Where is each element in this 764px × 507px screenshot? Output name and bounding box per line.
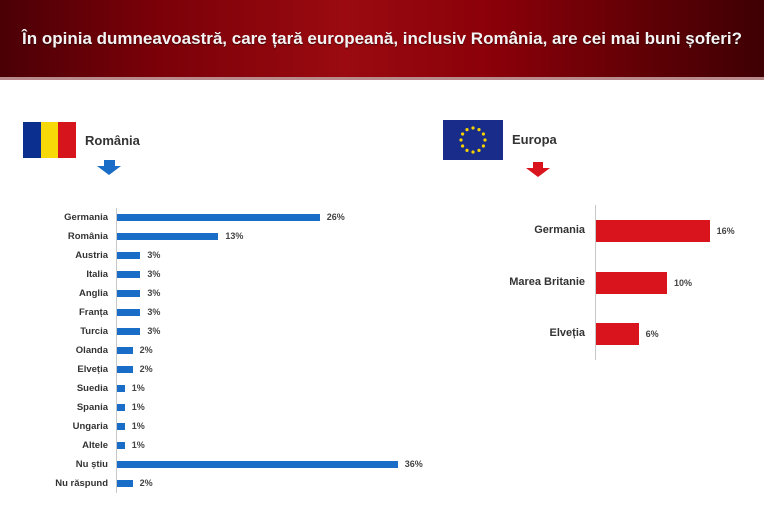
bar: [117, 366, 133, 373]
bar-label: Altele: [82, 439, 108, 451]
value-label: 3%: [147, 306, 161, 317]
value-label: 10%: [674, 278, 693, 288]
bar: [117, 271, 141, 278]
value-label: 1%: [131, 439, 145, 450]
bar: [117, 404, 125, 411]
header-banner: În opinia dumneavoastră, care țară europ…: [0, 0, 764, 80]
bar: [117, 347, 133, 354]
value-label: 16%: [716, 226, 735, 236]
bar-label: Franța: [78, 306, 108, 318]
bar-label: Germania: [534, 224, 585, 236]
axis-line: [595, 205, 596, 360]
value-label: 2%: [139, 363, 153, 374]
bar-label: Italia: [86, 268, 108, 280]
value-label: 2%: [139, 477, 153, 488]
value-label: 2%: [139, 344, 153, 355]
europa-section-label: Europa: [512, 132, 557, 147]
bar-label: Nu știu: [75, 458, 108, 470]
bar: [117, 214, 320, 221]
bar-label: Nu răspund: [55, 477, 108, 489]
axis-line: [116, 208, 117, 493]
romania-section-label: România: [85, 133, 140, 148]
value-label: 3%: [147, 287, 161, 298]
bar: [117, 385, 125, 392]
bar: [596, 323, 639, 345]
page-title: În opinia dumneavoastră, care țară europ…: [22, 29, 742, 48]
eu-flag-icon: [443, 120, 503, 160]
bar-label: Spania: [76, 401, 108, 413]
bar: [117, 309, 141, 316]
bar: [117, 480, 133, 487]
bar: [117, 461, 398, 468]
bar: [596, 272, 667, 294]
bar: [596, 220, 710, 242]
bar: [117, 442, 125, 449]
bar-label: Elveția: [77, 363, 108, 375]
bar-label: Marea Britanie: [509, 276, 585, 288]
value-label: 3%: [147, 249, 161, 260]
value-label: 13%: [225, 230, 244, 241]
value-label: 36%: [404, 458, 423, 469]
value-label: 3%: [147, 325, 161, 336]
bar-label: Anglia: [78, 287, 108, 299]
value-label: 26%: [326, 211, 345, 222]
bar-label: Elveția: [549, 327, 585, 339]
bar: [117, 252, 141, 259]
value-label: 1%: [131, 420, 145, 431]
value-label: 1%: [131, 382, 145, 393]
romania-flag-icon: [23, 122, 77, 158]
value-label: 1%: [131, 401, 145, 412]
bar: [117, 423, 125, 430]
bar-label: Suedia: [76, 382, 108, 394]
bar-label: Austria: [75, 249, 108, 261]
bar: [117, 290, 141, 297]
bar-label: Germania: [64, 211, 108, 223]
romania-bar-chart: Germania 26% România 13% Austria 3% Italia 3% An…: [55, 208, 423, 493]
bar: [117, 233, 219, 240]
bar: [117, 328, 141, 335]
bar-label: Turcia: [80, 325, 108, 337]
value-label: 3%: [147, 268, 161, 279]
bar-label: Ungaria: [72, 420, 108, 432]
value-label: 6%: [645, 329, 659, 339]
bar-label: Olanda: [75, 344, 108, 356]
bar-label: România: [67, 230, 108, 242]
